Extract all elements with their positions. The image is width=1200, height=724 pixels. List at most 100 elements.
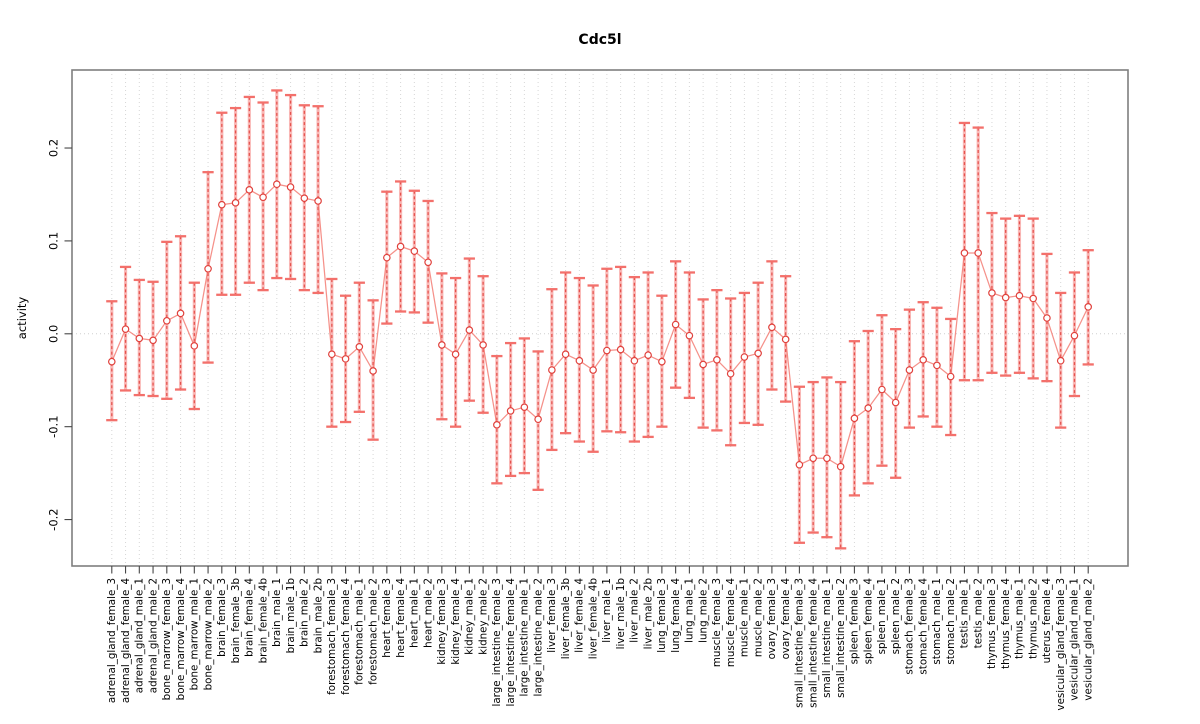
x-axis-tick-label: forestomach_male_2 [367, 578, 379, 685]
x-axis-tick-label: stomach_male_2 [945, 578, 957, 665]
x-axis-tick-label: large_intestine_female_4 [505, 578, 517, 706]
x-axis-tick-label: liver_female_4b [587, 578, 599, 659]
data-point [273, 180, 281, 189]
data-point [163, 316, 171, 325]
data-point [630, 356, 639, 365]
data-point [1070, 331, 1079, 340]
plot-box [71, 69, 1129, 567]
x-axis-tick-label: large_intestine_male_1 [519, 578, 531, 697]
data-point [149, 336, 157, 345]
x-axis-tick-label: spleen_male_2 [890, 578, 902, 654]
data-point [410, 247, 419, 255]
data-point [616, 345, 625, 354]
x-axis-tick-label: liver_female_4 [574, 578, 586, 653]
x-axis-tick-label: bone_marrow_male_1 [189, 578, 201, 690]
x-axis-tick-label: lung_male_1 [684, 578, 696, 643]
x-axis-tick-label: thymus_female_3 [986, 578, 998, 669]
data-point [548, 366, 556, 374]
x-axis-tick-label: brain_female_3b [230, 578, 242, 663]
x-axis-tick-label: kidney_male_2 [477, 578, 489, 655]
x-axis-tick-label: forestomach_male_1 [354, 578, 366, 685]
x-axis-tick-label: stomach_female_4 [917, 578, 929, 675]
data-point [231, 199, 240, 207]
series-line [111, 183, 1089, 468]
x-axis-tick-label: small_intestine_female_4 [807, 578, 819, 708]
y-axis-tick-label: -0.2 [47, 508, 61, 530]
data-point [135, 334, 144, 343]
x-axis-tick-label: kidney_male_1 [464, 578, 476, 655]
data-point [176, 309, 185, 318]
data-point [836, 462, 845, 471]
data-point [603, 346, 611, 355]
x-axis-tick-label: heart_male_1 [409, 578, 421, 648]
x-axis-tick-label: liver_male_1 [601, 578, 613, 643]
x-axis-tick-label: small_intestine_female_3 [794, 578, 806, 708]
data-point [1015, 291, 1024, 300]
x-axis-tick-label: bone_marrow_female_4 [175, 578, 187, 700]
x-axis-tick-label: kidney_female_3 [436, 578, 448, 665]
x-axis-tick-label: spleen_male_1 [876, 578, 888, 654]
data-point [328, 350, 336, 359]
y-axis-tick-label: 0.0 [47, 325, 61, 343]
data-point [671, 320, 680, 329]
data-point [218, 200, 226, 209]
data-point [946, 372, 955, 381]
x-axis-tick-label: uterus_female_4 [1041, 578, 1053, 663]
data-point [768, 323, 776, 332]
data-point [960, 249, 969, 257]
data-point [245, 186, 254, 194]
data-point [809, 454, 817, 463]
x-axis-tick-label: adrenal_gland_female_4 [120, 578, 132, 703]
data-point [1056, 356, 1065, 365]
data-point [781, 335, 790, 344]
x-axis-tick-label: thymus_male_1 [1014, 578, 1026, 659]
x-axis-tick-label: muscle_male_2 [752, 578, 764, 657]
x-axis-tick-label: spleen_female_4 [862, 578, 874, 664]
x-axis-tick-label: stomach_female_3 [904, 578, 916, 675]
data-point [369, 367, 377, 375]
x-axis-tick-label: spleen_female_3 [849, 578, 861, 664]
x-axis-tick-label: lung_female_3 [656, 578, 668, 653]
data-point [1001, 293, 1010, 302]
x-axis-tick-label: liver_male_2 [629, 578, 641, 643]
x-axis-tick-label: thymus_male_2 [1027, 578, 1039, 659]
data-point [850, 414, 859, 423]
x-axis-tick-label: large_intestine_male_2 [532, 578, 544, 697]
data-point [465, 326, 474, 334]
x-axis-tick-label: bone_marrow_male_2 [202, 578, 214, 690]
data-point [1043, 314, 1051, 322]
x-axis-tick-label: brain_male_1 [271, 578, 283, 647]
y-axis-tick-label: 0.1 [47, 232, 61, 250]
x-axis-tick-label: lung_male_2 [697, 578, 709, 643]
x-axis-tick-label: vesicular_gland_male_1 [1069, 578, 1081, 701]
data-point [658, 357, 666, 366]
data-point [204, 264, 212, 273]
x-axis-tick-label: kidney_female_4 [450, 578, 462, 665]
x-axis-tick-label: adrenal_gland_female_3 [106, 578, 118, 703]
x-axis-tick-label: adrenal_gland_male_2 [147, 578, 159, 693]
x-axis-tick-label: testis_male_1 [959, 578, 971, 648]
data-point [506, 407, 515, 415]
x-axis-tick-label: muscle_female_3 [711, 578, 723, 667]
x-axis-tick-label: forestomach_female_4 [340, 578, 352, 695]
x-axis-tick-label: vesicular_gland_female_3 [1055, 578, 1067, 711]
x-axis-tick-label: heart_male_2 [422, 578, 434, 648]
data-point [726, 369, 735, 378]
data-point [190, 342, 199, 350]
data-point [685, 331, 694, 340]
x-axis-tick-label: adrenal_gland_male_1 [134, 578, 146, 693]
data-point [520, 403, 529, 411]
data-point [864, 404, 872, 412]
data-point [878, 385, 886, 394]
x-axis-tick-label: brain_male_2 [299, 578, 311, 647]
data-point [286, 183, 295, 191]
x-axis-tick-label: thymus_female_4 [1000, 578, 1012, 669]
x-axis-tick-label: ovary_female_3 [766, 578, 778, 659]
x-axis-tick-label: stomach_male_1 [931, 578, 943, 665]
y-axis-tick-label: -0.1 [47, 415, 61, 437]
x-axis-tick-label: vesicular_gland_male_2 [1082, 578, 1094, 701]
x-axis-tick-label: brain_male_2b [312, 578, 324, 653]
data-point [561, 350, 570, 359]
data-point [396, 242, 405, 251]
